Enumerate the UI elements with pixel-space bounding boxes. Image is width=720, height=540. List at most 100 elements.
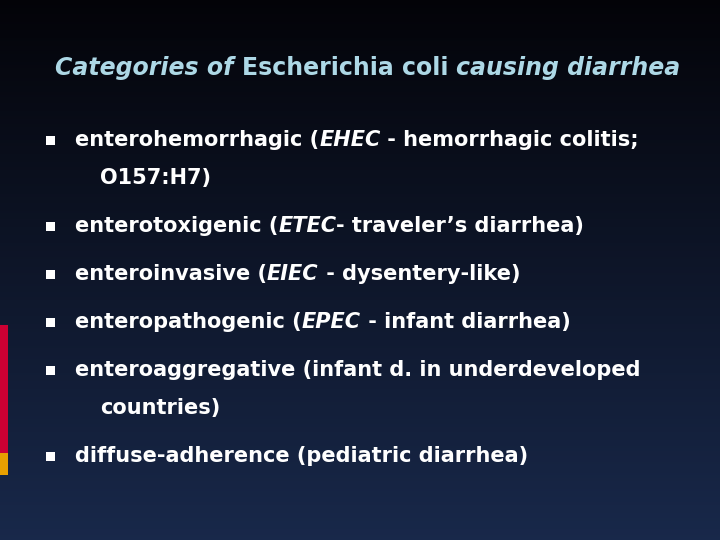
Bar	[0, 132, 720, 135]
Bar	[0, 537, 720, 540]
Bar	[0, 92, 720, 94]
Bar	[0, 405, 720, 408]
Bar	[0, 483, 720, 486]
Bar	[0, 197, 720, 200]
Bar	[0, 327, 720, 329]
Bar	[0, 97, 720, 100]
Bar	[0, 524, 720, 526]
Bar	[0, 383, 720, 386]
Bar	[0, 259, 720, 262]
Bar	[0, 73, 720, 76]
Bar	[0, 40, 720, 43]
Bar	[0, 238, 720, 240]
Bar	[0, 49, 720, 51]
Bar	[0, 43, 720, 46]
Bar	[0, 248, 720, 251]
Bar	[0, 375, 720, 378]
Text: enteropathogenic (: enteropathogenic (	[75, 312, 302, 332]
Bar	[0, 119, 720, 122]
Bar	[0, 470, 720, 472]
Bar	[0, 486, 720, 489]
Bar	[0, 408, 720, 410]
Bar	[0, 262, 720, 265]
Bar	[0, 418, 720, 421]
Bar	[0, 427, 720, 429]
Bar	[0, 62, 720, 65]
Bar	[0, 213, 720, 216]
Bar	[0, 243, 720, 246]
Bar	[0, 162, 720, 165]
Bar	[0, 481, 720, 483]
Bar	[0, 51, 720, 54]
Text: countries): countries)	[100, 398, 220, 418]
Bar	[0, 76, 720, 78]
Text: causing diarrhea: causing diarrhea	[456, 56, 680, 80]
Bar	[0, 497, 720, 500]
Bar	[0, 394, 720, 397]
Bar	[0, 362, 720, 364]
Bar	[0, 410, 720, 413]
Bar	[0, 194, 720, 197]
Bar	[0, 116, 720, 119]
Bar	[0, 502, 720, 505]
Text: ETEC: ETEC	[279, 216, 336, 236]
Bar	[0, 443, 720, 445]
Text: enteroinvasive (: enteroinvasive (	[75, 264, 267, 284]
Bar	[0, 429, 720, 432]
Bar	[0, 146, 720, 148]
Bar	[0, 19, 720, 22]
Bar	[0, 451, 720, 454]
Bar	[0, 300, 720, 302]
Bar	[0, 475, 720, 478]
Bar	[0, 167, 720, 170]
Bar	[0, 278, 720, 281]
Bar	[0, 140, 720, 143]
Bar	[0, 8, 720, 11]
Bar	[0, 227, 720, 229]
Bar	[0, 505, 720, 508]
Bar	[0, 173, 720, 176]
Bar	[0, 157, 720, 159]
Bar	[0, 138, 720, 140]
Bar	[0, 35, 720, 38]
Text: enterohemorrhagic (: enterohemorrhagic (	[75, 130, 319, 150]
Bar	[0, 440, 720, 443]
Bar	[0, 84, 720, 86]
Bar	[0, 105, 720, 108]
Bar	[0, 329, 720, 332]
Bar	[0, 275, 720, 278]
Bar	[0, 518, 720, 521]
Bar	[0, 0, 720, 3]
Bar	[0, 230, 720, 232]
Bar	[0, 14, 720, 16]
Bar	[0, 202, 720, 205]
Bar	[0, 532, 720, 535]
Bar	[0, 38, 720, 40]
Bar	[0, 467, 720, 470]
Bar	[0, 343, 720, 346]
Text: enteroaggregative (infant d. in underdeveloped: enteroaggregative (infant d. in underdev…	[75, 360, 641, 380]
Bar	[0, 211, 720, 213]
Bar	[0, 170, 720, 173]
Bar	[0, 294, 720, 297]
Bar	[0, 378, 720, 381]
Bar	[0, 256, 720, 259]
Bar	[0, 59, 720, 62]
Bar	[0, 459, 720, 462]
Bar	[0, 11, 720, 14]
Bar	[0, 189, 720, 192]
Text: - hemorrhagic colitis;: - hemorrhagic colitis;	[380, 130, 639, 150]
Bar	[0, 381, 720, 383]
Bar	[0, 348, 720, 351]
Bar	[45, 221, 55, 231]
Bar	[0, 464, 720, 467]
Bar	[0, 192, 720, 194]
Bar	[0, 111, 720, 113]
Bar	[0, 386, 720, 389]
Bar	[0, 489, 720, 491]
Bar	[0, 435, 720, 437]
Bar	[0, 359, 720, 362]
Bar	[0, 281, 720, 284]
Bar	[0, 267, 720, 270]
Bar	[0, 308, 720, 310]
